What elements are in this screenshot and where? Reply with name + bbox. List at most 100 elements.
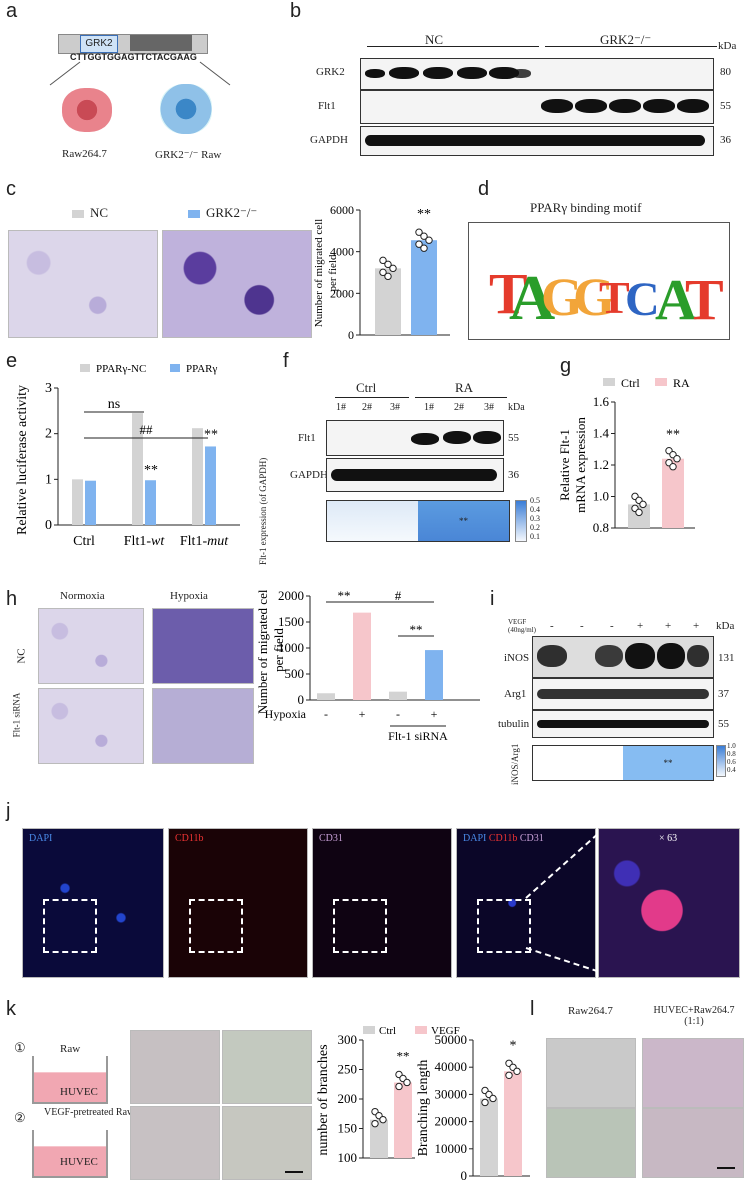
merge-cd11b: CD11b [488,833,518,844]
cd31-title: CD31 [319,833,343,844]
kda-gapdh-f: 36 [508,469,519,481]
y-tick-label: 1000 [278,640,304,655]
bar [628,504,650,528]
x-tick-label: Flt1-wt [124,534,166,549]
kda-tubulin: 55 [718,718,729,730]
col-hypoxia: Hypoxia [170,590,208,602]
y-tick-label: 1500 [278,614,304,629]
bar [662,458,684,528]
knockout-cell-icon [160,84,212,134]
hash-label: ## [140,422,154,437]
row-label-gapdh-f: GAPDH [290,469,328,481]
y-axis-label: mRNA expression [573,417,588,513]
bar [411,240,437,335]
y-tick-label: 0.8 [593,520,609,535]
row-label-gapdh: GAPDH [310,134,348,146]
blot-grk2 [360,58,714,90]
lane-6: 3# [484,402,494,413]
sig-label: ** [417,207,431,222]
raw-insert-label: Raw [60,1043,81,1055]
svg-text:G: G [541,267,583,327]
scale-f-2: 0.3 [530,514,540,523]
transwell-normoxia-sirna [38,688,144,764]
y-tick-label: 0 [45,518,52,533]
tube-image-ctrl [130,1030,220,1104]
legend-ko: GRK2⁻/⁻ [206,205,258,220]
cd11b-image: CD11b [168,828,308,978]
scale-i-1: 0.8 [727,750,736,758]
data-point [379,1115,387,1124]
row-label-flt1: Flt1 [318,100,336,112]
lane-2: 2# [362,402,372,413]
vegf-raw-label: VEGF-pretreated Raw [44,1107,135,1118]
y-axis-label: per field [271,628,286,672]
roi-box-merge [477,899,531,953]
data-point [673,455,681,463]
step-2: ② [14,1110,26,1125]
bar [353,612,371,700]
scale-f-1: 0.4 [530,505,540,514]
sign-3: - [610,620,614,632]
x-sign: + [431,707,438,721]
y-tick-label: 3 [45,381,52,396]
svg-text:C: C [625,273,660,326]
sign-2: - [580,620,584,632]
motif-logo-box: T A G G T C A T [468,222,730,340]
y-tick-label: 0 [298,692,305,707]
tube-image-coculture-annot [642,1108,744,1178]
sig-label: ** [397,1048,410,1063]
roi-box-cd31 [333,899,387,953]
row-nc-h: NC [15,648,28,664]
bar [370,1119,388,1158]
legend-label: PPARγ-NC [96,363,146,375]
kda-grk2: 80 [720,66,731,78]
data-point [420,232,428,240]
y-tick-label: 1.2 [593,457,609,472]
scale-bar-k [285,1171,303,1173]
legend-swatch [603,378,615,386]
col-coculture-l: HUVEC+Raw264.7 (1:1) [653,1005,735,1027]
sig-label: * [510,1038,517,1053]
dapi-image: DAPI [22,828,164,978]
svg-text:A: A [655,267,697,332]
y-tick-label: 0 [461,1168,468,1181]
merge-title: DAPI CD11b CD31 [463,833,544,844]
y-tick-label: 500 [285,666,305,681]
y-tick-label: 200 [338,1091,358,1106]
bar [504,1071,522,1176]
dapi-title: DAPI [29,833,53,844]
vector-box [130,35,192,51]
heatmap-i: ** [532,745,714,781]
sign-6: + [693,620,700,632]
scale-i-2: 0.6 [727,758,736,766]
lane-1: 1# [336,402,346,413]
data-point [639,500,647,509]
row-sirna-h: Flt-1 siRNA [11,692,22,738]
data-point [425,236,433,244]
y-tick-label: 2 [45,427,52,442]
lane-3: 3# [390,402,400,413]
bar [192,428,203,525]
kda-flt1-f: 55 [508,432,519,444]
cd11b-title: CD11b [175,833,204,844]
bar [317,693,335,700]
data-point [403,1078,411,1087]
y-tick-label: 30000 [435,1086,468,1101]
y-tick-label: 50000 [435,1032,468,1047]
y-axis-label: Number of migrated cell [255,590,270,714]
y-axis-label: Branching length [416,1060,431,1157]
data-point [669,463,677,471]
motif-logo: T A G G T C A T [489,261,724,333]
y-axis-label: number of branches [316,1044,331,1155]
merge-cd31: CD31 [519,833,544,844]
heatmap-f: ** [326,500,510,542]
data-point [489,1094,497,1103]
bar [389,691,407,700]
y-tick-label: 6000 [330,203,354,217]
zoom-connectors [525,831,601,973]
row-label-tubulin: tubulin [498,718,530,730]
legend-label: Ctrl [621,376,640,390]
kda-label-f: kDa [508,402,525,413]
sign-1: - [550,620,554,632]
svg-text:T: T [489,261,528,326]
